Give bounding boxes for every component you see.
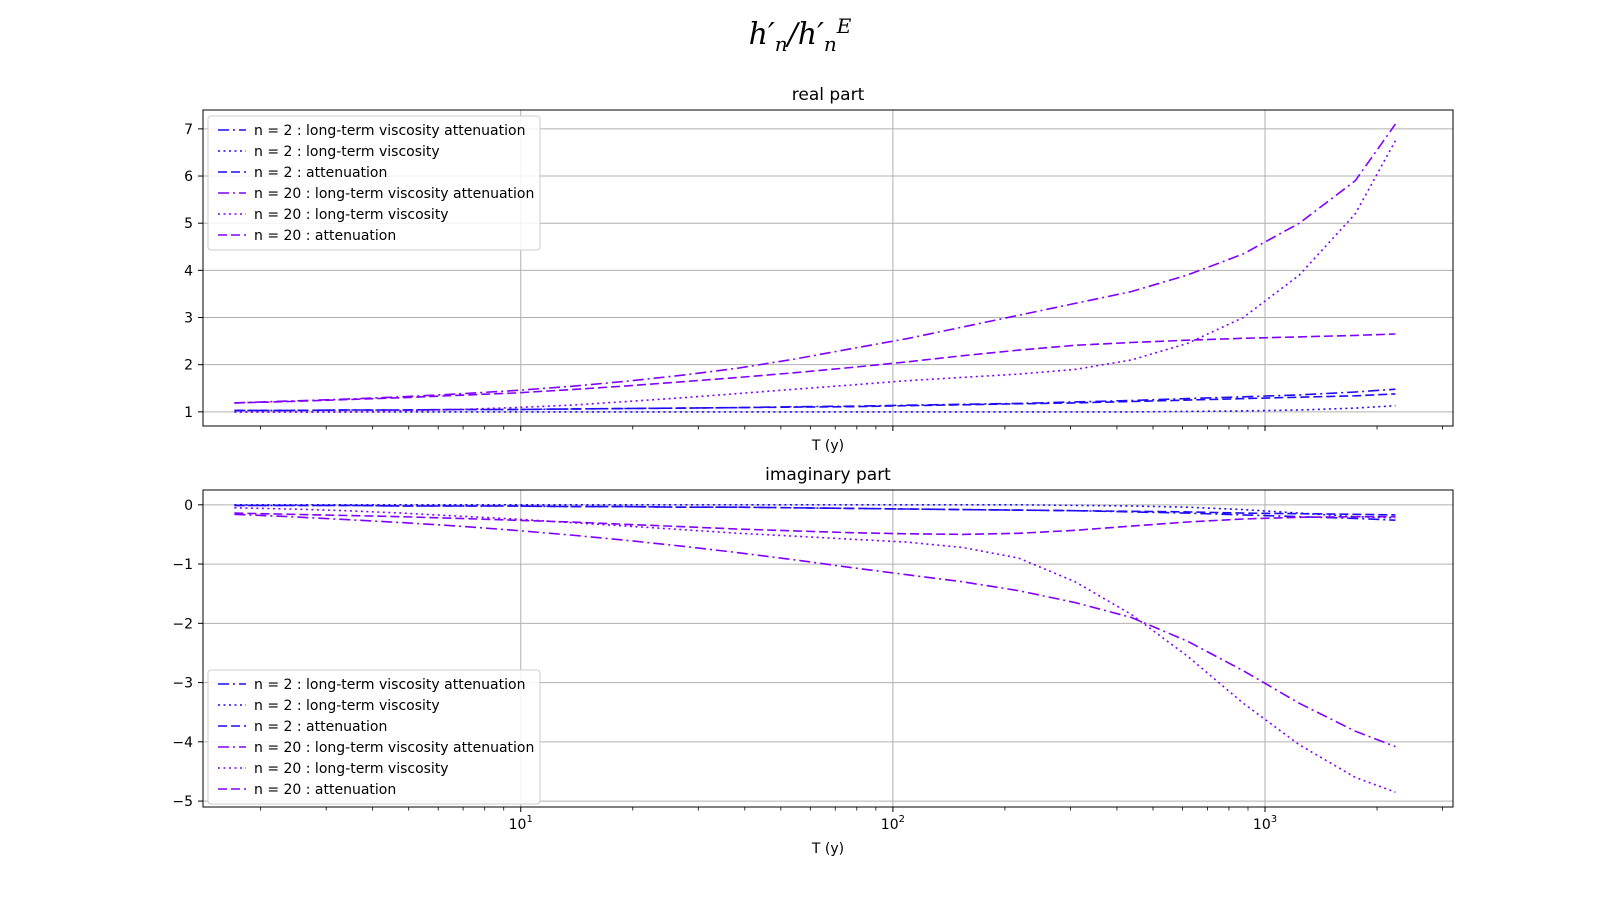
title-h2: h — [797, 17, 818, 52]
legend-label: n = 2 : long-term viscosity — [254, 698, 440, 714]
chart-title: imaginary part — [765, 465, 891, 485]
x-tick-label: 101 — [509, 814, 533, 833]
y-tick-label: 2 — [184, 358, 193, 374]
plot-frame — [202, 489, 1454, 808]
x-tick-label: 102 — [881, 814, 905, 833]
series-line-3 — [234, 504, 1396, 516]
legend: n = 2 : long-term viscosity attenuation n… — [207, 669, 541, 805]
legend-label: n = 2 : long-term viscosity attenuation — [254, 123, 525, 139]
y-tick-label: 7 — [184, 122, 193, 138]
legend-label: n = 2 : long-term viscosity — [254, 144, 440, 160]
legend-label: n = 20 : long-term viscosity — [254, 761, 449, 777]
legend-label: n = 20 : long-term viscosity — [254, 207, 449, 223]
chart-panel-1: real part 1 2 3 4 5 6 7 T (y) n = 2 : long-term v… — [184, 85, 1454, 454]
legend-label: n = 2 : long-term viscosity attenuation — [254, 677, 525, 693]
chart-title: real part — [792, 85, 865, 105]
y-tick-label: 0 — [184, 498, 193, 514]
y-tick-label: 1 — [184, 405, 193, 421]
y-tick-label: 5 — [184, 216, 193, 232]
title-n1: n — [774, 32, 788, 56]
title-n2: n — [823, 32, 837, 56]
legend-label: n = 2 : attenuation — [254, 719, 387, 735]
legend-label: n = 2 : attenuation — [254, 165, 387, 181]
x-tick-label: 103 — [1253, 814, 1277, 833]
y-tick-label: 3 — [184, 311, 193, 327]
series-line-2 — [234, 404, 1396, 413]
x-axis-label: T (y) — [811, 841, 844, 857]
series-line-6 — [234, 512, 1396, 536]
legend-label: n = 20 : attenuation — [254, 228, 396, 244]
series-line-6 — [234, 333, 1396, 404]
x-axis-label: T (y) — [811, 438, 844, 454]
plot-frame — [202, 109, 1454, 427]
y-tick-label: −2 — [172, 616, 193, 632]
series-line-2 — [234, 503, 1396, 519]
series-line-5 — [234, 507, 1396, 793]
legend-label: n = 20 : long-term viscosity attenuation — [254, 740, 534, 756]
series-line-4 — [234, 513, 1396, 748]
series-line-4 — [234, 123, 1397, 404]
title-h1: h — [748, 17, 768, 52]
legend-box — [207, 669, 541, 805]
series-line-5 — [234, 140, 1397, 413]
y-tick-label: 4 — [184, 263, 193, 279]
y-tick-label: 6 — [184, 169, 193, 185]
y-tick-label: −5 — [172, 794, 193, 810]
legend-label: n = 20 : attenuation — [254, 782, 396, 798]
y-tick-label: −3 — [172, 676, 193, 692]
y-tick-label: −4 — [172, 735, 193, 751]
y-tick-label: −1 — [172, 557, 193, 573]
legend-box — [207, 115, 541, 251]
series-line-3 — [234, 393, 1396, 412]
chart-panel-2: imaginary part 0 −1 −2 −3 −4 −5 101 102 103 T (y) n… — [172, 465, 1454, 857]
title-E: E — [836, 14, 852, 38]
figure-title: h′n/h′nE — [748, 14, 852, 56]
legend-label: n = 20 : long-term viscosity attenuation — [254, 186, 534, 202]
legend: n = 2 : long-term viscosity attenuation n… — [207, 115, 541, 251]
